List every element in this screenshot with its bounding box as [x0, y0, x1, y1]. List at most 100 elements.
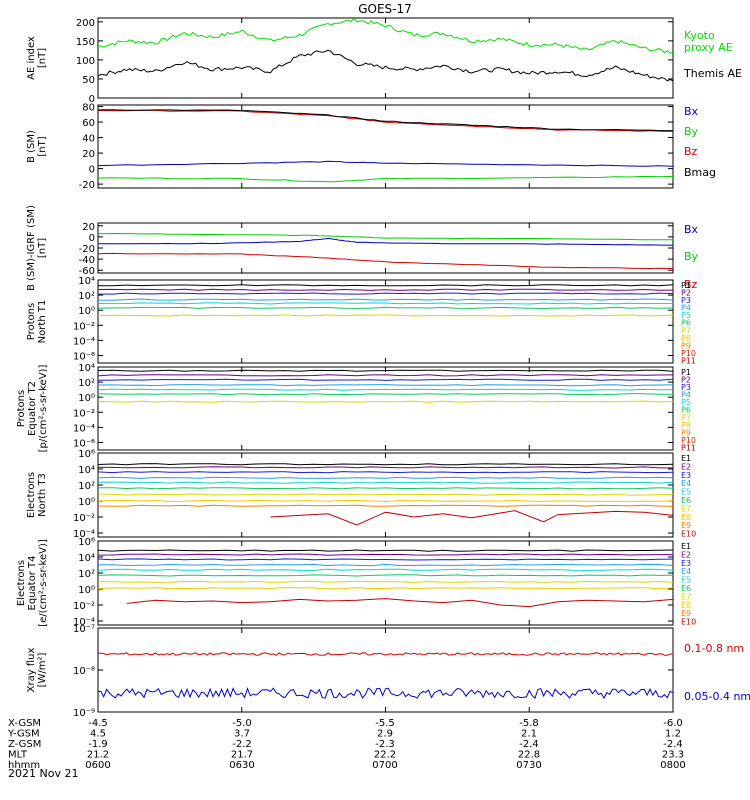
axis-row-value: -5.0	[232, 718, 252, 729]
legend-label: Bx	[684, 105, 699, 118]
flux-line-p5	[97, 302, 674, 305]
legend-label: E4	[681, 567, 691, 576]
y-axis-label: [e/(cm²-s-sr-keV)]	[38, 539, 49, 627]
axis-row-value: 1.2	[665, 729, 681, 740]
axis-row-value: 21.7	[231, 750, 253, 761]
legend-label: E1	[681, 454, 691, 463]
legend-label: Bz	[684, 145, 698, 158]
y-tick-label: 10⁻⁶	[73, 438, 95, 449]
y-tick-label: 10²	[78, 569, 95, 580]
axis-row-value: 4.5	[90, 729, 106, 740]
y-tick-label: 200	[76, 18, 95, 29]
flux-line-e8	[97, 587, 674, 590]
y-axis-label: Equator T4	[27, 556, 38, 611]
legend-label: E8	[681, 513, 691, 522]
flux-line-e8	[97, 499, 674, 503]
y-axis-label: [W/m²]	[37, 652, 48, 687]
y-tick-label: 10⁻⁶	[73, 351, 95, 362]
flux-line-p4	[97, 298, 674, 301]
axis-row-value: -4.5	[88, 718, 108, 729]
panel-frame	[97, 104, 674, 189]
legend-label: By	[684, 250, 699, 263]
flux-line-e3	[97, 471, 674, 474]
axis-row-value: -2.4	[519, 739, 539, 750]
axis-row-value: 0700	[372, 760, 397, 771]
flux-line-p2	[97, 288, 674, 291]
axis-row-value: -2.2	[232, 739, 252, 750]
y-tick-label: 10⁴	[78, 465, 95, 476]
flux-line-p7	[97, 400, 674, 403]
legend-label: 0.05-0.4 nm	[684, 690, 750, 703]
flux-line-e5	[97, 568, 674, 571]
legend-label: E3	[681, 559, 691, 568]
panel-2: 80 60 40 20 0 -20 B (SM) [nT] Bx By Bz Bmag	[26, 103, 716, 192]
series-line-bx	[98, 237, 674, 246]
legend-label: E3	[681, 471, 691, 480]
panel-7: 10⁶ 10⁴ 10² 10⁰ 10⁻² 10⁻⁴ Electrons Equator T4[…	[16, 537, 696, 628]
xray-series-0	[97, 652, 674, 656]
axis-row-value: 0800	[660, 760, 685, 771]
y-axis-label: North T3	[37, 473, 48, 517]
y-axis-label: Equator T2	[27, 381, 38, 436]
y-tick-label: 60	[82, 118, 95, 129]
legend-label: P9	[681, 428, 691, 437]
axis-row-value: 2.1	[521, 729, 537, 740]
y-tick-label: -40	[79, 255, 95, 266]
y-axis-label: Electrons	[26, 472, 37, 518]
legend-label: 0.1-0.8 nm	[684, 642, 744, 655]
legend-label: P6	[681, 406, 691, 415]
flux-line-p5	[97, 388, 674, 391]
panel-4: 10⁴ 10² 10⁰ 10⁻² 10⁻⁴ 10⁻⁶ Protons North T1 P1P2…	[26, 276, 696, 365]
legend-label: P2	[681, 289, 691, 298]
series-line-bx	[97, 160, 674, 167]
y-tick-label: 10⁻⁷	[73, 624, 95, 635]
page-title: GOES-17	[358, 2, 412, 16]
legend-label: P7	[681, 326, 691, 335]
axis-row-value: 21.2	[87, 750, 109, 761]
axis-row-value: -1.9	[88, 739, 108, 750]
legend-label: E7	[681, 504, 691, 513]
flux-line-p1	[97, 369, 674, 372]
y-tick-label: 10⁰	[78, 393, 95, 404]
flux-line-e7	[97, 493, 674, 496]
legend-label: P3	[681, 296, 691, 305]
flux-line-e1	[97, 549, 674, 552]
y-tick-label: 10⁴	[78, 553, 95, 564]
y-tick-label: 10⁻²	[73, 321, 95, 332]
legend-label: E2	[681, 462, 691, 471]
y-tick-label: 10⁻⁴	[73, 423, 95, 434]
flux-line-e6	[97, 487, 674, 490]
legend-label: P11	[681, 443, 696, 452]
y-tick-label: 10⁻⁴	[73, 529, 95, 540]
y-tick-label: 10⁻⁴	[73, 336, 95, 347]
legend-label: P11	[681, 356, 696, 365]
y-tick-label: 40	[82, 134, 95, 145]
flux-line-e9	[97, 504, 674, 507]
legend-label: P10	[681, 349, 696, 358]
axis-row-value: -2.4	[663, 739, 683, 750]
y-tick-label: 10⁻²	[73, 513, 95, 524]
y-axis-label: [p/(cm²-s-sr-keV)]	[38, 365, 49, 453]
legend-label: Themis AE	[683, 67, 742, 80]
legend-label: P3	[681, 383, 691, 392]
y-tick-label: 80	[82, 103, 95, 114]
legend-label: P5	[681, 398, 691, 407]
axis-row-value: -6.0	[663, 718, 683, 729]
y-axis-label: [nT]	[37, 48, 48, 68]
flux-noisy-e9	[126, 598, 674, 608]
axis-row-value: 0600	[85, 760, 110, 771]
legend-label: E1	[681, 542, 691, 551]
y-tick-label: 10⁶	[78, 449, 95, 460]
legend-label: P5	[681, 311, 691, 320]
series-line-themis-ae	[97, 49, 674, 82]
y-tick-label: 10⁻⁸	[73, 666, 95, 677]
y-tick-label: 10⁻⁴	[73, 617, 95, 628]
series-line-kyoto-proxy-ae	[97, 17, 674, 54]
flux-line-p3	[98, 292, 674, 295]
panel-frame	[97, 222, 674, 274]
flux-line-p3	[97, 378, 674, 381]
series-line-by	[97, 232, 673, 241]
